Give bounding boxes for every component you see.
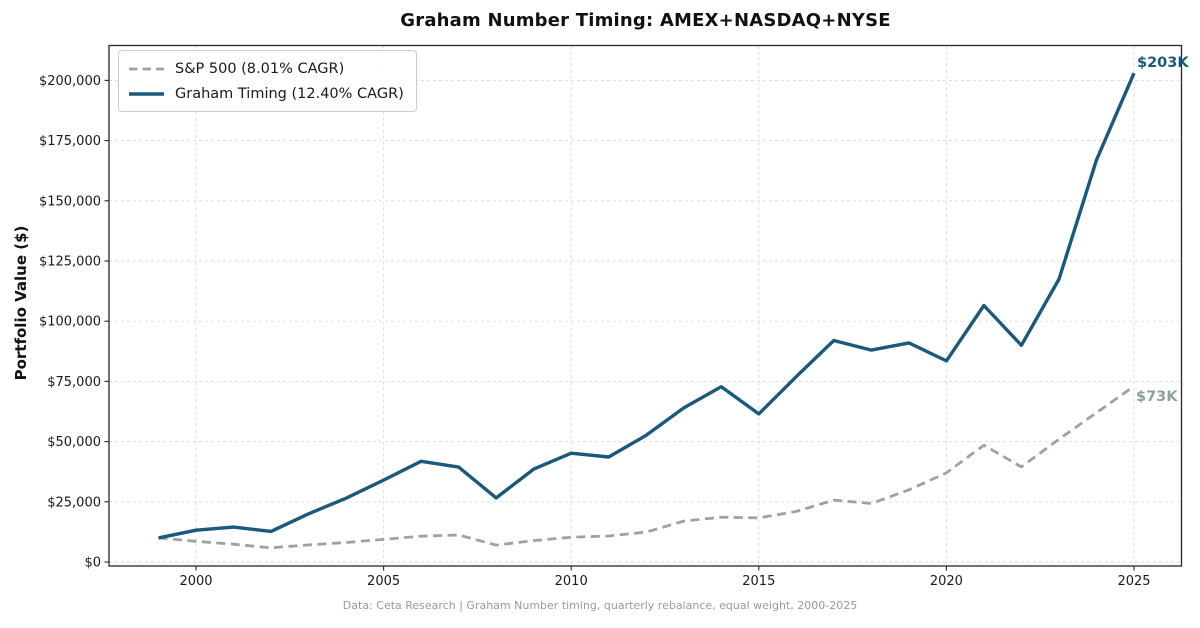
legend-item: S&P 500 (8.01% CAGR) [128,56,404,81]
graham-series-line [158,72,1136,540]
chart-footnote: Data: Ceta Research | Graham Number timi… [342,599,858,612]
legend-item-label: Graham Timing (12.40% CAGR) [175,85,404,102]
sp500-series-line [158,385,1135,550]
y-tick-label: $100,000 [39,315,101,330]
y-tick-label: $200,000 [39,74,101,89]
solid-line-swatch-icon [129,91,164,96]
axes-frame [108,44,1183,567]
graham-end-value-label: $203K [1137,55,1189,71]
x-tick-label: 2025 [1117,574,1150,589]
legend: S&P 500 (8.01% CAGR) Graham Timing (12.40… [118,50,417,112]
x-tick-label: 2015 [742,574,775,589]
x-tick-label: 2005 [367,574,400,589]
legend-item-label: S&P 500 (8.01% CAGR) [175,60,345,77]
sp500-end-value-label: $73K [1136,389,1178,405]
y-tick-label: $50,000 [47,435,101,450]
y-tick-label: $25,000 [47,495,101,510]
dashed-line-swatch-icon [129,67,164,70]
y-tick-label: $125,000 [39,255,101,270]
y-tick-label: $0 [84,556,101,571]
x-tick-label: 2020 [930,574,963,589]
x-tick-label: 2010 [555,574,588,589]
legend-item: Graham Timing (12.40% CAGR) [128,81,404,106]
y-tick-label: $175,000 [39,134,101,149]
y-tick-label: $150,000 [39,194,101,209]
x-tick-label: 2000 [179,574,212,589]
chart-title: Graham Number Timing: AMEX+NASDAQ+NYSE [400,10,891,31]
y-tick-label: $75,000 [47,375,101,390]
